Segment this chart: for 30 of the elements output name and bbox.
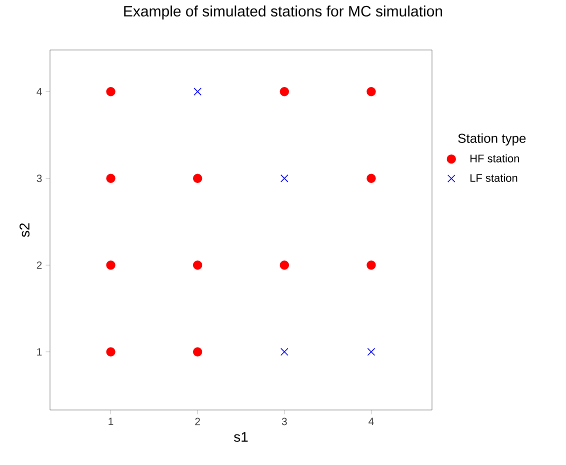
- y-tick-label: 3: [36, 174, 42, 182]
- point: [106, 347, 116, 356]
- chart-title: Example of simulated stations for MC simulation: [124, 6, 442, 20]
- point: [106, 87, 116, 96]
- point: [280, 260, 290, 270]
- point: [280, 174, 288, 182]
- point: [106, 260, 116, 270]
- legend-title: Station type: [458, 133, 526, 146]
- x-tick-label: 4: [368, 418, 374, 426]
- legend-label: LF station: [470, 174, 518, 182]
- x-tick-label: 3: [282, 418, 287, 426]
- point: [366, 260, 376, 270]
- point: [106, 174, 116, 183]
- x-axis-title: s1: [234, 432, 248, 442]
- point: [366, 87, 376, 96]
- point: [192, 174, 202, 183]
- y-tick-label: 1: [37, 348, 42, 356]
- point: [192, 260, 202, 270]
- point: [192, 347, 202, 356]
- y-tick-label: 4: [36, 88, 42, 96]
- x-tick-label: 2: [195, 418, 200, 426]
- point: [366, 174, 376, 183]
- x-tick-label: 1: [108, 418, 114, 426]
- y-axis-title: s2: [20, 223, 30, 237]
- point: [280, 348, 288, 356]
- legend-label: HF station: [470, 154, 519, 162]
- point: [367, 348, 376, 356]
- y-tick-label: 2: [36, 261, 42, 269]
- point: [280, 87, 290, 96]
- point: [194, 88, 202, 96]
